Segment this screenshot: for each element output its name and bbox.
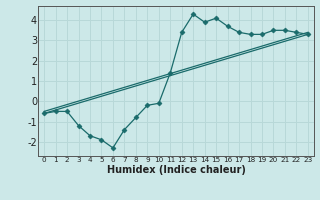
X-axis label: Humidex (Indice chaleur): Humidex (Indice chaleur) [107,165,245,175]
